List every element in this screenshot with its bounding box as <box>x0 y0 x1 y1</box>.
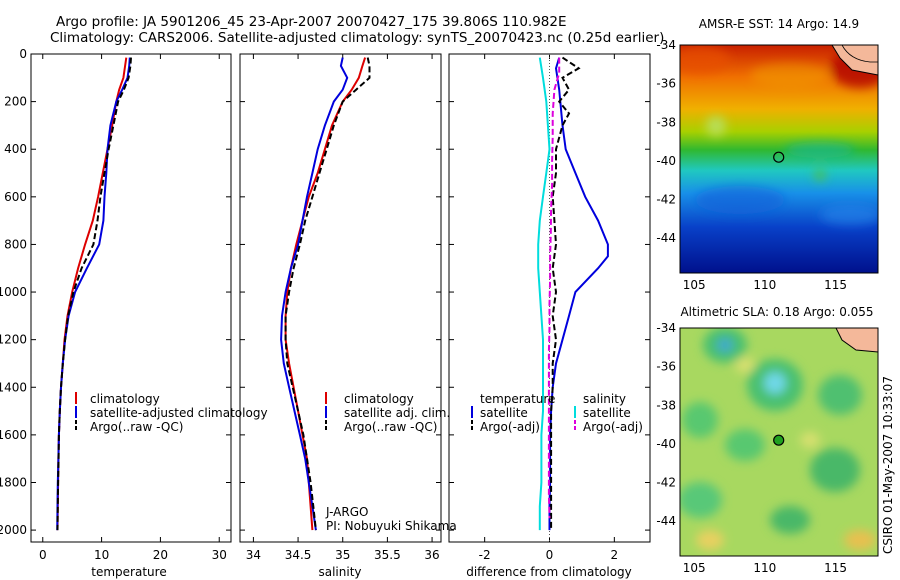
map-x-tick-label: 105 <box>683 278 706 292</box>
map-y-tick-label: -42 <box>656 193 676 207</box>
y-tick-label: 800 <box>4 237 27 251</box>
chart-title-line1: Argo profile: JA 5901206_45 23-Apr-2007 … <box>56 14 567 30</box>
map-x-tick-label: 105 <box>683 561 706 575</box>
y-tick-label: 1800 <box>0 475 27 489</box>
legend-label: satellite <box>583 406 631 420</box>
map-y-tick-label: -34 <box>656 38 676 52</box>
y-tick-label: 1600 <box>0 428 27 442</box>
legend-header-salinity: salinity <box>583 392 626 406</box>
series-line-difference-salinity-argo-adj <box>547 57 561 519</box>
chart-title-line2: Climatology: CARS2006. Satellite-adjuste… <box>50 30 665 46</box>
map-y-tick-label: -44 <box>656 231 676 245</box>
difference-legend: temperature satellite Argo(-adj) salinit… <box>471 392 643 434</box>
map-y-tick-label: -40 <box>656 437 676 451</box>
sst-map-title: AMSR-E SST: 14 Argo: 14.9 <box>699 17 859 31</box>
salinity-xlabel: salinity <box>318 565 361 579</box>
y-tick-label: 1200 <box>0 333 27 347</box>
x-tick-label: 35.5 <box>374 548 401 562</box>
map-y-tick-label: -34 <box>656 321 676 335</box>
sla-map-image <box>680 328 878 556</box>
temperature-axes <box>30 53 232 543</box>
x-tick-label: 36 <box>424 548 439 562</box>
x-tick-label: 30 <box>212 548 227 562</box>
y-tick-label: 400 <box>4 142 27 156</box>
y-tick-label: 0 <box>19 47 27 61</box>
map-x-tick-label: 110 <box>753 561 776 575</box>
temperature-xlabel: temperature <box>91 565 166 579</box>
x-tick-label: -2 <box>479 548 491 562</box>
y-tick-label: 600 <box>4 190 27 204</box>
y-tick-label: 200 <box>4 95 27 109</box>
series-line-temperature-climatology <box>56 57 128 531</box>
x-tick-label: 2 <box>611 548 619 562</box>
x-tick-label: 10 <box>94 548 109 562</box>
map-x-tick-label: 115 <box>824 561 847 575</box>
series-line-difference-temperature-argo-adj <box>550 56 581 531</box>
series-line-difference-temperature-satellite <box>548 57 609 531</box>
legend-label: satellite <box>480 406 528 420</box>
series-line-temperature-argo-raw-qc <box>56 57 132 531</box>
x-tick-label: 35 <box>335 548 350 562</box>
legend-label: Argo(..raw -QC) <box>90 420 183 434</box>
map-y-tick-label: -36 <box>656 360 676 374</box>
map-y-tick-label: -38 <box>656 398 676 412</box>
legend-label: Argo(-adj) <box>583 420 643 434</box>
map-x-tick-label: 110 <box>753 278 776 292</box>
x-tick-label: 34.5 <box>285 548 312 562</box>
salinity-legend: climatology satellite adj. clim. Argo(..… <box>325 392 450 434</box>
x-tick-label: 0 <box>546 548 554 562</box>
sst-map-image <box>680 45 878 273</box>
series-line-temperature-satellite-adjusted-climatology <box>56 57 131 531</box>
legend-label: satellite-adjusted climatology <box>90 406 268 420</box>
sla-map-argo-marker <box>773 434 785 446</box>
map-y-tick-label: -40 <box>656 154 676 168</box>
x-tick-label: 34 <box>246 548 261 562</box>
legend-label: climatology <box>90 392 160 406</box>
series-line-salinity-climatology <box>284 57 367 531</box>
y-tick-label: 1400 <box>0 380 27 394</box>
map-y-tick-label: -42 <box>656 476 676 490</box>
sla-map-frame <box>679 327 879 557</box>
map-x-tick-label: 115 <box>824 278 847 292</box>
legend-label: climatology <box>344 392 414 406</box>
legend-header-temperature: temperature <box>480 392 555 406</box>
series-line-salinity-satellite-adj-clim <box>280 57 349 531</box>
x-tick-label: 20 <box>153 548 168 562</box>
map-y-tick-label: -44 <box>656 514 676 528</box>
temperature-legend: climatology satellite-adjusted climatolo… <box>75 392 268 434</box>
legend-label: Argo(-adj) <box>480 420 540 434</box>
series-line-difference-salinity-satellite <box>537 57 551 531</box>
y-tick-label: 2000 <box>0 523 27 537</box>
sst-map-argo-marker <box>773 151 785 163</box>
y-tick-label: 1000 <box>0 285 27 299</box>
salinity-annotation: J-ARGO PI: Nobuyuki Shikama <box>325 505 457 533</box>
salinity-axes <box>239 53 442 543</box>
series-line-salinity-argo-raw-qc <box>284 57 371 531</box>
map-y-tick-label: -38 <box>656 115 676 129</box>
footer-stamp: CSIRO 01-May-2007 10:33:07 <box>881 376 895 554</box>
x-tick-label: 0 <box>39 548 47 562</box>
legend-label: satellite adj. clim. <box>344 406 450 420</box>
sla-map-title: Altimetric SLA: 0.18 Argo: 0.055 <box>680 305 873 319</box>
legend-label: Argo(..raw -QC) <box>344 420 437 434</box>
map-y-tick-label: -36 <box>656 77 676 91</box>
annotation-pi: PI: Nobuyuki Shikama <box>326 519 457 533</box>
annotation-program: J-ARGO <box>325 505 368 519</box>
sst-map-frame <box>679 44 879 274</box>
difference-xlabel: difference from climatology <box>466 565 632 579</box>
